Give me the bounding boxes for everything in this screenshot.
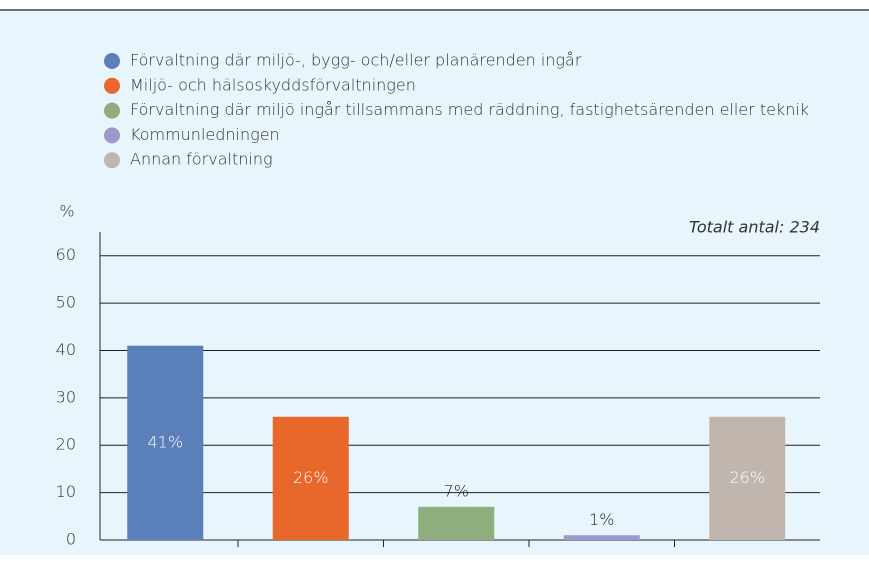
value-label: 26% [293, 468, 329, 487]
annotation: Totalt antal: 234 [689, 218, 820, 237]
y-tick-label: 10 [56, 482, 76, 501]
legend-swatch [104, 152, 120, 169]
y-tick-label: 60 [56, 245, 76, 264]
y-axis-label: % [59, 202, 74, 221]
value-label: 7% [444, 481, 469, 500]
bar [272, 416, 349, 540]
legend-label: Kommunledningen [130, 125, 280, 144]
bar [709, 416, 786, 540]
y-tick-label: 30 [56, 387, 76, 406]
bar [127, 345, 204, 540]
y-tick-label: 50 [56, 293, 76, 312]
value-label: 41% [147, 432, 183, 451]
y-tick-label: 40 [56, 340, 76, 359]
bar [418, 506, 495, 540]
legend-label: Förvaltning där miljö ingår tillsammans … [130, 100, 809, 119]
y-tick-label: 0 [66, 530, 76, 549]
legend-label: Förvaltning där miljö-, bygg- och/eller … [130, 51, 582, 70]
legend-swatch [104, 77, 120, 94]
value-label: 1% [589, 510, 614, 529]
legend-label: Annan förvaltning [130, 150, 273, 169]
y-tick-label: 20 [56, 435, 76, 454]
legend-swatch [104, 53, 120, 69]
legend-swatch [104, 127, 120, 144]
legend-swatch [104, 102, 120, 119]
legend-label: Miljö- och hälsoskyddsförvaltningen [130, 75, 416, 94]
bar [563, 535, 640, 540]
value-label: 26% [729, 468, 765, 487]
